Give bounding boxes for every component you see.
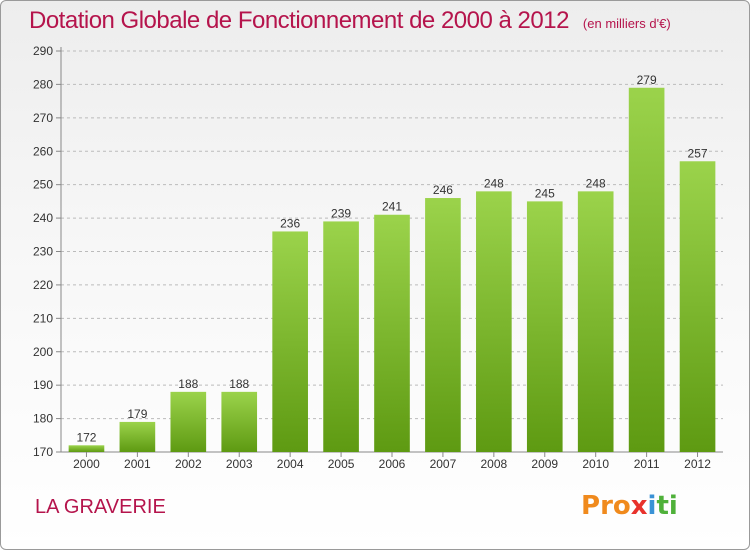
y-tick-label: 180	[33, 412, 53, 426]
y-tick-label: 200	[33, 345, 53, 359]
bar-2010	[577, 191, 614, 452]
y-tick-label: 280	[33, 77, 53, 91]
bar-2008	[476, 191, 512, 452]
data-label-2004: 236	[280, 216, 300, 230]
data-label-2003: 188	[229, 377, 249, 391]
x-tick-label: 2010	[582, 457, 609, 471]
chart-title: Dotation Globale de Fonctionnement de 20…	[29, 7, 569, 34]
x-tick-label: 2009	[531, 457, 558, 471]
bar-2007	[425, 198, 461, 452]
bar-2006	[374, 214, 410, 452]
logo-letter: x	[630, 491, 648, 521]
x-tick-label: 2000	[73, 457, 100, 471]
bar-2012	[679, 161, 716, 452]
y-tick-label: 290	[33, 44, 53, 58]
y-tick-label: 230	[33, 245, 53, 259]
axes: 170 180 190 200 210 220 230 240 250 260 270 280 290 2…	[33, 44, 723, 471]
bars	[68, 87, 716, 452]
x-tick-label: 2003	[226, 457, 253, 471]
x-tick-label: 2012	[684, 457, 711, 471]
logo-letter: t	[656, 491, 669, 521]
bar-2000	[68, 445, 105, 452]
y-tick-label: 190	[33, 378, 53, 392]
x-tick-label: 2008	[480, 457, 507, 471]
y-tick-label: 220	[33, 278, 53, 292]
bar-2011	[628, 87, 665, 452]
data-label-2005: 239	[331, 206, 351, 220]
x-tick-label: 2004	[277, 457, 304, 471]
logo-letter: i	[668, 491, 678, 521]
title-row: Dotation Globale de Fonctionnement de 20…	[29, 7, 671, 35]
logo-letter: r	[600, 491, 613, 521]
x-tick-label: 2005	[328, 457, 355, 471]
bar-2001	[119, 421, 156, 452]
bar-2004	[272, 231, 308, 452]
proxiti-logo: Proxiti	[581, 491, 678, 521]
x-tick-label: 2002	[175, 457, 202, 471]
data-label-2011: 279	[637, 73, 657, 87]
data-label-2012: 257	[688, 146, 708, 160]
chart-subtitle: (en milliers d'€)	[582, 16, 671, 31]
data-label-2009: 245	[535, 186, 555, 200]
logo-letter: i	[647, 491, 657, 521]
bar-2009	[526, 201, 563, 452]
commune-name: LA GRAVERIE	[35, 496, 166, 518]
y-tick-label: 260	[33, 144, 53, 158]
logo-letter: P	[581, 491, 601, 521]
data-labels: 172 179 188 188 236 239 241 246 248 245 248 279 257	[76, 73, 707, 445]
x-tick-label: 2001	[124, 457, 151, 471]
data-label-2007: 246	[433, 183, 453, 197]
x-tick-label: 2007	[430, 457, 457, 471]
y-tick-label: 240	[33, 211, 53, 225]
data-label-2002: 188	[178, 377, 198, 391]
data-label-2010: 248	[586, 176, 606, 190]
data-label-2001: 179	[127, 407, 147, 421]
logo-letter: o	[612, 491, 631, 521]
y-tick-label: 270	[33, 111, 53, 125]
bar-2003	[221, 391, 258, 452]
y-tick-label: 210	[33, 311, 53, 325]
y-tick-label: 170	[33, 445, 53, 459]
x-tick-label: 2006	[379, 457, 406, 471]
data-label-2006: 241	[382, 200, 402, 214]
x-tick-label: 2011	[634, 457, 660, 471]
bar-2005	[323, 221, 359, 452]
data-label-2000: 172	[76, 430, 96, 444]
data-label-2008: 248	[484, 176, 504, 190]
y-tick-label: 250	[33, 178, 53, 192]
bar-2002	[170, 391, 207, 452]
